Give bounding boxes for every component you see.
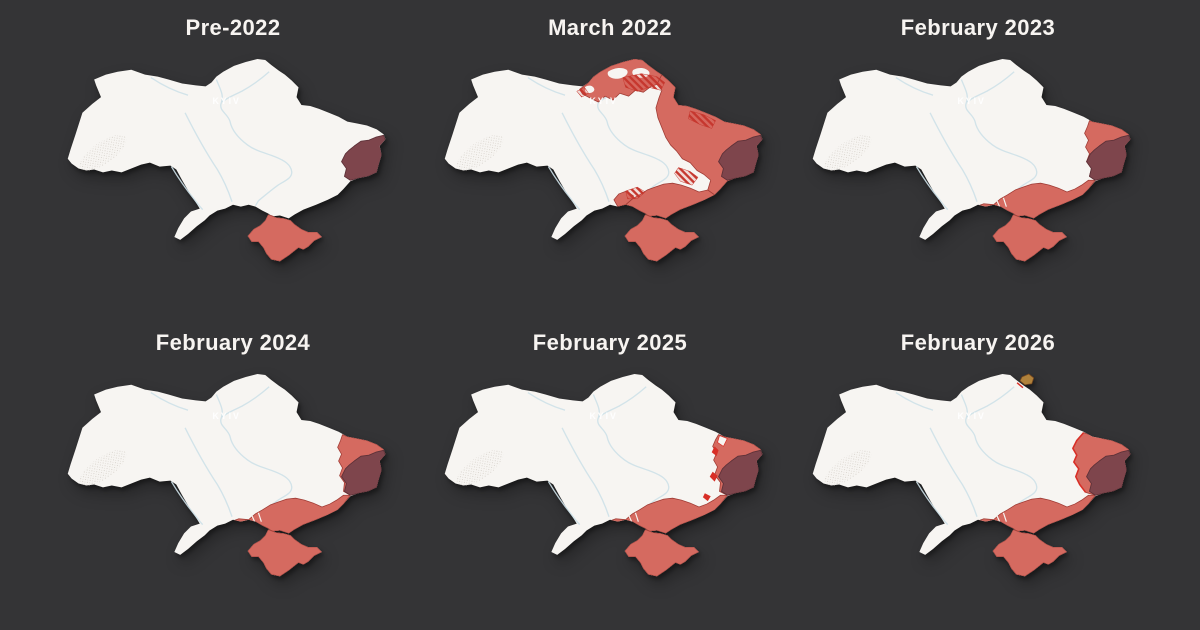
ukraine-map: KYIV xyxy=(57,52,409,287)
map-panel-february-2024: February 2024 KYIV xyxy=(33,315,433,630)
map-panel-february-2026: February 2026 KYIV xyxy=(778,315,1178,630)
region-crimea xyxy=(992,529,1068,577)
panel-title: February 2026 xyxy=(900,330,1056,355)
region-gold-2026 xyxy=(1019,373,1035,386)
region-donbas-core xyxy=(341,134,386,181)
region-edge-2026 xyxy=(1072,432,1087,493)
region-hatch-kharkiv xyxy=(687,110,716,129)
ukraine-map: KYIV xyxy=(802,367,1154,602)
rivers xyxy=(150,71,293,211)
map-panel-february-2025: February 2025 KYIV xyxy=(410,315,810,630)
carpathian-texture xyxy=(456,449,504,486)
region-donbas-core xyxy=(718,134,763,181)
region-donbas-core xyxy=(718,449,763,496)
region-crimea xyxy=(624,214,700,262)
rivers xyxy=(527,386,670,526)
rivers xyxy=(895,386,1038,526)
ukraine-map: KYIV xyxy=(57,367,409,602)
region-crimea xyxy=(992,214,1068,262)
panel-title: February 2023 xyxy=(900,15,1056,40)
kyiv-label: KYIV xyxy=(212,96,240,106)
carpathian-texture xyxy=(824,134,872,171)
rivers xyxy=(150,386,293,526)
region-crimea xyxy=(624,529,700,577)
region-donbas-core xyxy=(1086,449,1131,496)
region-donbas-core xyxy=(341,449,386,496)
region-adv-2025c xyxy=(702,493,711,502)
ukraine-map: KYIV xyxy=(434,367,786,602)
ukraine-map: KYIV xyxy=(802,52,1154,287)
region-crimea xyxy=(247,529,323,577)
region-adv-2025a xyxy=(711,446,719,457)
carpathian-texture xyxy=(456,134,504,171)
region-donbas-core xyxy=(1086,134,1131,181)
map-panel-march-2022: March 2022 KYIV xyxy=(410,0,810,315)
region-notch-2025 xyxy=(717,435,728,447)
carpathian-texture xyxy=(824,449,872,486)
region-hatch-zaporizhzhia xyxy=(674,167,699,186)
kyiv-label: KYIV xyxy=(957,411,985,421)
region-gold-edge-2026 xyxy=(1016,382,1024,389)
region-hole-n1 xyxy=(607,68,628,79)
map-panel-pre-2022: Pre-2022 KYIV xyxy=(33,0,433,315)
panel-title: Pre-2022 xyxy=(185,15,281,40)
kyiv-label: KYIV xyxy=(589,96,617,106)
region-south-band xyxy=(607,494,728,534)
kyiv-label: KYIV xyxy=(957,96,985,106)
panel-title: February 2024 xyxy=(155,330,311,355)
region-adv-2025b xyxy=(709,471,718,482)
carpathian-texture xyxy=(79,134,127,171)
ukraine-map: KYIV xyxy=(434,52,786,287)
region-south-band xyxy=(975,494,1096,534)
kyiv-label: KYIV xyxy=(589,411,617,421)
kyiv-label: KYIV xyxy=(212,411,240,421)
region-crimea xyxy=(247,214,323,262)
region-south-band xyxy=(230,494,351,534)
region-hatch-kyiv-west xyxy=(576,87,589,98)
map-panel-february-2023: February 2023 KYIV xyxy=(778,0,1178,315)
region-hatch-mykolaiv xyxy=(625,186,646,200)
panel-title: March 2022 xyxy=(548,15,672,40)
carpathian-texture xyxy=(79,449,127,486)
region-hatch-north xyxy=(622,73,665,92)
rivers xyxy=(895,71,1038,211)
panel-title: February 2025 xyxy=(532,330,688,355)
